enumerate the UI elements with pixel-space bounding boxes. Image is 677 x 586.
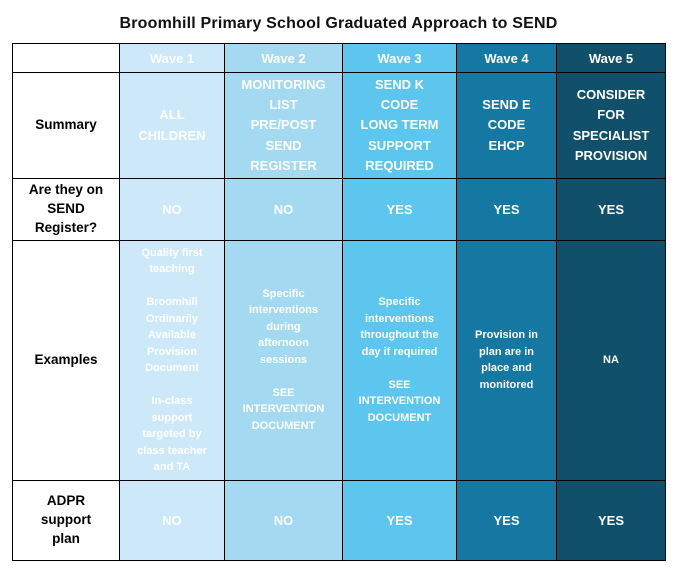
register-wave-1-cell: NO — [119, 178, 225, 241]
wave-header-row: Wave 1 Wave 2 Wave 3 Wave 4 Wave 5 — [12, 43, 666, 73]
examples-wave-2-cell: Specific interventions during afternoon … — [224, 239, 343, 481]
summary-wave-3-cell: SEND K CODE LONG TERM SUPPORT REQUIRED — [342, 72, 457, 179]
register-wave-2-cell: NO — [224, 178, 343, 241]
examples-wave-1-cell: Quality first teaching Broomhill Ordinar… — [119, 239, 225, 481]
wave-4-header: Wave 4 — [456, 43, 557, 73]
register-wave-4-cell: YES — [456, 178, 557, 241]
summary-wave-5-cell: CONSIDER FOR SPECIALIST PROVISION — [556, 72, 666, 179]
wave-3-header: Wave 3 — [342, 43, 457, 73]
table-row-summary: Summary ALL CHILDREN MONITORING LIST PRE… — [12, 72, 666, 179]
send-graduated-approach-table: Wave 1 Wave 2 Wave 3 Wave 4 Wave 5 Summa… — [12, 43, 666, 561]
table-row-send-register: Are they on SEND Register? NO NO YES YES… — [12, 178, 666, 241]
adpr-wave-5-cell: YES — [556, 479, 666, 561]
table-row-adpr-support-plan: ADPR support plan NO NO YES YES YES — [12, 479, 666, 561]
summary-wave-2-cell: MONITORING LIST PRE/POST SEND REGISTER — [224, 72, 343, 179]
row-label-summary: Summary — [12, 72, 120, 179]
table-row-examples: Examples Quality first teaching Broomhil… — [12, 239, 666, 481]
register-wave-5-cell: YES — [556, 178, 666, 241]
row-label-examples: Examples — [12, 239, 120, 481]
summary-wave-1-cell: ALL CHILDREN — [119, 72, 225, 179]
wave-5-header: Wave 5 — [556, 43, 666, 73]
adpr-wave-2-cell: NO — [224, 479, 343, 561]
page-title: Broomhill Primary School Graduated Appro… — [119, 15, 558, 32]
corner-cell — [12, 43, 120, 73]
adpr-wave-3-cell: YES — [342, 479, 457, 561]
wave-1-header: Wave 1 — [119, 43, 225, 73]
adpr-wave-1-cell: NO — [119, 479, 225, 561]
adpr-wave-4-cell: YES — [456, 479, 557, 561]
examples-wave-4-cell: Provision in plan are in place and monit… — [456, 239, 557, 481]
register-wave-3-cell: YES — [342, 178, 457, 241]
wave-2-header: Wave 2 — [224, 43, 343, 73]
row-label-send-register: Are they on SEND Register? — [12, 178, 120, 241]
summary-wave-4-cell: SEND E CODE EHCP — [456, 72, 557, 179]
row-label-adpr-support-plan: ADPR support plan — [12, 479, 120, 561]
examples-wave-5-cell: NA — [556, 239, 666, 481]
examples-wave-3-cell: Specific interventions throughout the da… — [342, 239, 457, 481]
